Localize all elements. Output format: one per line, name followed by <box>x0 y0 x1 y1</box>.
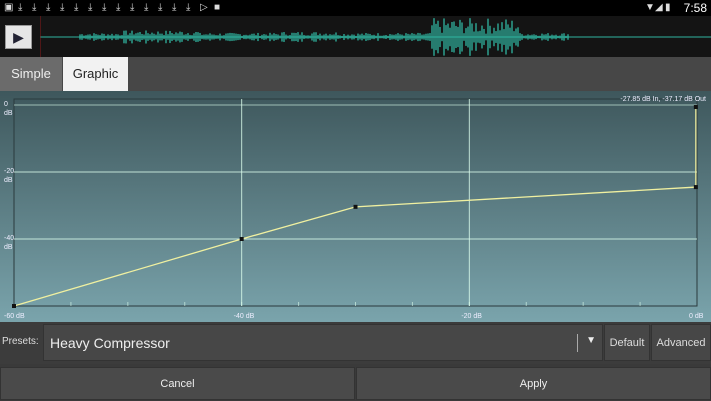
waveform-bar: ▶ <box>0 16 711 57</box>
wifi-icon: ▼ <box>645 2 655 13</box>
download-icon: ⤓ <box>102 2 107 13</box>
x-tick-label: -40 dB <box>234 313 255 320</box>
presets-row: Presets: Heavy Compressor ▼ Default Adva… <box>0 322 711 364</box>
presets-label: Presets: <box>2 336 39 347</box>
y-tick-label: 0 <box>4 101 8 108</box>
y-tick-unit: dB <box>4 110 13 117</box>
download-icon: ⤓ <box>88 2 93 13</box>
mode-tabs: Simple Graphic <box>0 57 711 91</box>
compressor-graph[interactable]: -60 dB -40 dB -20 dB 0 dB 0 dB -20 dB -40 dB -27.8… <box>0 91 711 322</box>
cancel-button[interactable]: Cancel <box>0 367 355 400</box>
download-icon: ⤓ <box>32 2 37 13</box>
download-icon: ⤓ <box>74 2 79 13</box>
battery-icon: ▮ <box>665 2 671 13</box>
clock: 7:58 <box>683 1 707 15</box>
play-store-icon: ▷ <box>200 2 208 13</box>
curve-control-point[interactable] <box>12 304 16 308</box>
tab-graphic[interactable]: Graphic <box>63 57 128 91</box>
apply-button[interactable]: Apply <box>356 367 711 400</box>
screenshot-icon: ▣ <box>4 2 14 13</box>
curve-control-point[interactable] <box>693 185 698 190</box>
x-tick-label: 0 dB <box>689 313 704 320</box>
status-bar: ▣ ⤓ ⤓ ⤓ ⤓ ⤓ ⤓ ⤓ ⤓ ⤓ ⤓ ⤓ ⤓ ⤓ ▷ ■ ▼ ◢ ▮ 7:58 <box>0 0 711 16</box>
y-tick-unit: dB <box>4 177 13 184</box>
stop-icon: ■ <box>214 2 221 13</box>
preset-dropdown[interactable]: Heavy Compressor ▼ <box>43 324 603 361</box>
download-icon: ⤓ <box>130 2 135 13</box>
download-icon: ⤓ <box>172 2 177 13</box>
curve-control-point[interactable] <box>239 237 244 241</box>
x-tick-label: -60 dB <box>4 313 25 320</box>
download-icon: ⤓ <box>158 2 163 13</box>
tab-simple[interactable]: Simple <box>0 57 62 91</box>
advanced-button[interactable]: Advanced <box>651 324 711 361</box>
download-icon: ⤓ <box>60 2 65 13</box>
divider <box>577 334 578 352</box>
download-icon: ⤓ <box>46 2 51 13</box>
curve-control-point[interactable] <box>693 105 698 110</box>
plot-frame <box>13 98 698 307</box>
default-button[interactable]: Default <box>604 324 650 361</box>
curve-control-point[interactable] <box>353 204 358 209</box>
download-icon: ⤓ <box>18 2 23 13</box>
download-icon: ⤓ <box>144 2 149 13</box>
play-icon: ▶ <box>13 29 24 45</box>
waveform[interactable] <box>40 16 711 57</box>
preset-value: Heavy Compressor <box>50 335 170 351</box>
y-tick-label: -40 <box>4 235 14 242</box>
dropdown-arrow-icon: ▼ <box>586 335 596 346</box>
download-icon: ⤓ <box>116 2 121 13</box>
signal-icon: ◢ <box>655 2 663 13</box>
y-tick-unit: dB <box>4 244 13 251</box>
readout-label: -27.85 dB In, -37.17 dB Out <box>620 96 706 103</box>
play-button[interactable]: ▶ <box>5 25 32 49</box>
download-icon: ⤓ <box>186 2 191 13</box>
y-tick-label: -20 <box>4 168 14 175</box>
x-tick-label: -20 dB <box>461 313 482 320</box>
